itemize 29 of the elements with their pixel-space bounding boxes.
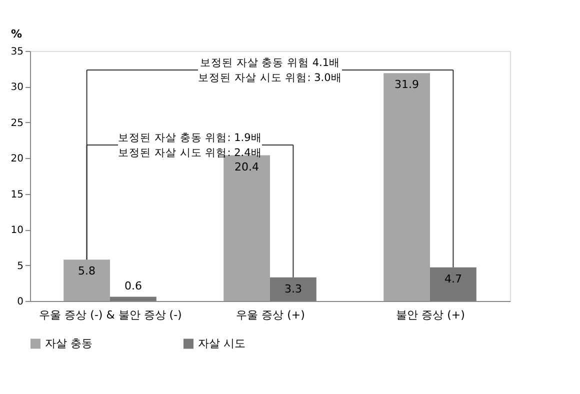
x-tick-label: 불안 증상 (+) [396,308,465,322]
data-label: 0.6 [124,280,142,293]
legend-label: 자살 시도 [198,336,246,350]
annotation: 보정된 자살 충동 위험 4.1배 [200,57,340,69]
data-label: 3.3 [284,282,302,296]
bar [110,296,156,301]
bar [270,277,316,301]
x-tick-label: 우울 증상 (+) [236,308,305,322]
y-tick-label: 35 [10,46,24,58]
x-tick-label: 우울 증상 (-) & 불안 증상 (-) [39,308,182,322]
bar [384,73,430,301]
y-tick-label: 30 [10,82,24,94]
bar [430,267,476,301]
bar [64,260,110,301]
legend-label: 자살 충동 [45,336,92,350]
y-tick-label: 25 [10,118,24,129]
y-axis-title: % [10,28,22,40]
y-tick-label: 5 [17,260,24,272]
annotation: 보정된 자살 충동 위험: 1.9배 [118,132,262,144]
annotation: 보정된 자살 시도 위험: 2.4배 [118,147,262,159]
data-label: 5.8 [78,264,96,278]
y-tick-label: 20 [10,154,24,165]
data-label: 31.9 [394,78,420,92]
data-label: 20.4 [234,160,260,174]
annotation: 보정된 자살 시도 위험: 3.0배 [198,72,342,84]
y-tick-label: 10 [10,225,24,236]
y-tick-label: 15 [10,189,24,200]
y-tick-label: 0 [17,296,24,308]
data-label: 4.7 [444,272,462,286]
